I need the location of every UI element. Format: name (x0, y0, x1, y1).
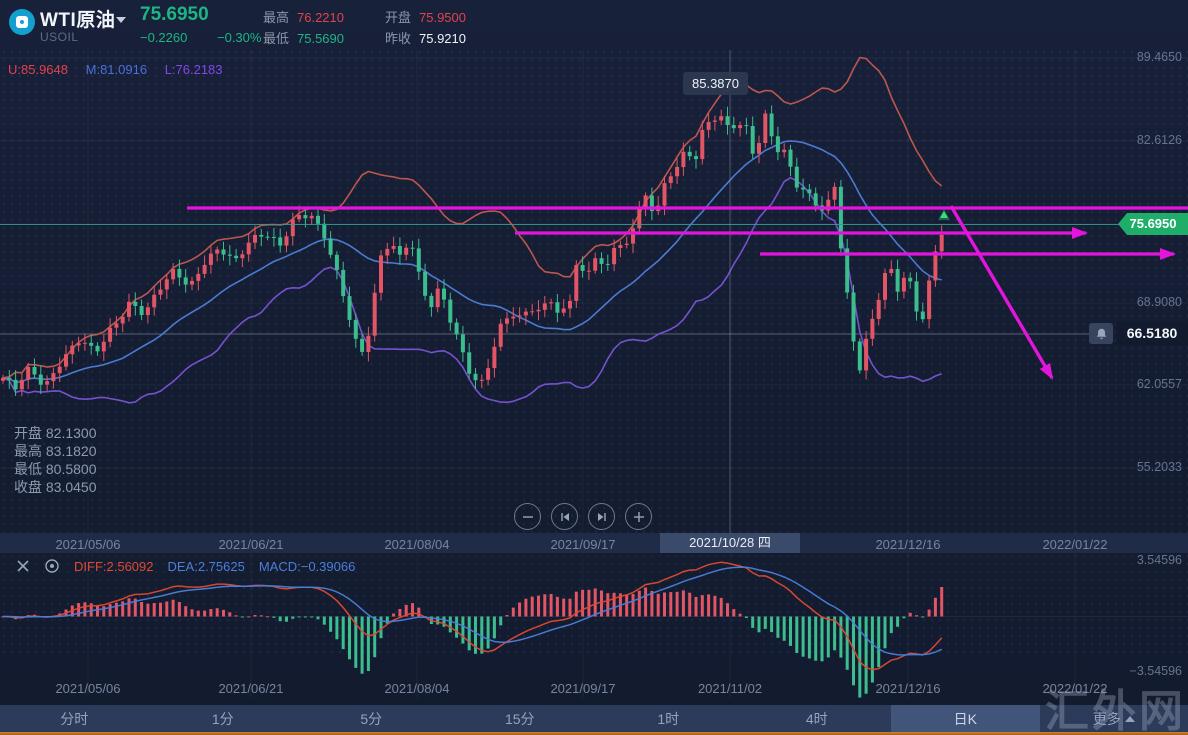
minus-icon (522, 515, 533, 518)
price-axis-label: 89.4650 (1136, 50, 1182, 64)
timeframe-tab-label: 1分 (211, 710, 234, 727)
stat-value: 75.5690 (297, 31, 344, 46)
chevron-down-icon[interactable] (116, 17, 126, 23)
crosshair-ohlc-info: 开盘 82.1300 最高 83.1820 最低 80.5800 收盘 83.0450 (14, 424, 97, 496)
date-label: 2021/11/02 (697, 681, 763, 696)
date-label: 2022/01/22 (1042, 681, 1108, 696)
timeframe-tab-4时[interactable]: 4时 (743, 705, 892, 732)
current-price-tag: 75.6950 (1118, 213, 1188, 235)
chart-nav-controls (514, 503, 652, 530)
timeframe-tab-分时[interactable]: 分时 (0, 705, 149, 732)
app-logo-icon (9, 9, 35, 35)
date-label: 2021/06/21 (218, 537, 284, 552)
timeframe-tab-label: 1时 (657, 710, 680, 727)
timeframe-tab-5分[interactable]: 5分 (297, 705, 446, 732)
boll-lower-value: L:76.2183 (164, 62, 223, 77)
triangle-up-icon (1124, 715, 1135, 722)
indicator-settings-icon[interactable] (44, 558, 60, 574)
macd-hist-value: MACD:−0.39066 (258, 558, 356, 574)
date-label: 2021/12/16 (875, 681, 941, 696)
price-axis-label: 55.2033 (1136, 460, 1182, 474)
timeframe-tab-label: 4时 (805, 710, 828, 727)
timeframe-tab-label: 5分 (360, 710, 383, 727)
quote-stats: 最高 76.2210 开盘 75.9500 最低 75.5690 昨收 75.9210 (263, 7, 507, 49)
price-axis-label: 62.0557 (1136, 377, 1182, 391)
last-price: 75.6950 (140, 4, 209, 25)
macd-dea-value: DEA:2.75625 (167, 558, 245, 574)
date-label: 2021/08/04 (384, 537, 450, 552)
ohlc-row: 最低 80.5800 (14, 461, 97, 477)
stat-label: 昨收 (385, 31, 412, 46)
peak-price-label: 85.3870 (683, 72, 748, 95)
date-label: 2021/12/16 (875, 537, 941, 552)
timeframe-tab-更多[interactable]: 更多 (1040, 705, 1188, 732)
boll-values: U:85.9648 M:81.0916 L:76.2183 (8, 62, 237, 77)
date-label: 2021/09/17 (550, 537, 616, 552)
date-label: 2021/05/06 (55, 537, 121, 552)
stat-value: 76.2210 (297, 10, 344, 25)
date-label: 2021/08/04 (384, 681, 450, 696)
timeframe-tab-15分[interactable]: 15分 (446, 705, 595, 732)
stats-row: 最高 76.2210 开盘 75.9500 (263, 7, 507, 28)
symbol-name[interactable]: WTI原油 (40, 10, 116, 31)
macd-axis-label: −3.54596 (1129, 664, 1182, 678)
close-icon[interactable] (16, 559, 30, 573)
macd-panel-header: DIFF:2.56092 DEA:2.75625 MACD:−0.39066 (16, 558, 355, 574)
plus-icon (633, 511, 644, 522)
symbol-code: USOIL (40, 30, 79, 44)
price-axis-label: 68.9080 (1136, 295, 1182, 309)
ohlc-row: 开盘 82.1300 (14, 425, 97, 441)
skip-end-icon (597, 512, 606, 521)
stat-value: 75.9210 (419, 31, 466, 46)
zoom-in-button[interactable] (625, 503, 652, 530)
date-label: 2022/01/22 (1042, 537, 1108, 552)
timeframe-tab-1分[interactable]: 1分 (149, 705, 298, 732)
price-change: −0.2260 (140, 30, 188, 45)
price-axis-label: 82.6126 (1136, 133, 1182, 147)
stat-label: 最高 (263, 10, 290, 25)
macd-axis-label: 3.54596 (1136, 553, 1182, 567)
date-label: 2021/05/06 (55, 681, 121, 696)
date-label: 2021/06/21 (218, 681, 284, 696)
bell-icon (1096, 328, 1106, 339)
zoom-out-button[interactable] (514, 503, 541, 530)
timeframe-tab-label: 日K (953, 710, 977, 727)
date-label: 2021/09/17 (550, 681, 616, 696)
timeframe-toolbar: 分时 1分 5分 15分 1时 4时 日K 更多 (0, 705, 1188, 732)
alert-price-value: 66.5180 (1116, 322, 1188, 345)
timeframe-tab-label: 15分 (504, 710, 535, 727)
stat-label: 开盘 (385, 10, 412, 25)
timeframe-tab-label: 更多 (1092, 710, 1121, 727)
alert-button[interactable] (1089, 323, 1113, 344)
ohlc-row: 收盘 83.0450 (14, 479, 97, 495)
pan-end-button[interactable] (588, 503, 615, 530)
date-axis-band (0, 533, 1188, 553)
skip-start-icon (560, 512, 569, 521)
boll-middle-value: M:81.0916 (85, 62, 148, 77)
stats-row: 最低 75.5690 昨收 75.9210 (263, 28, 507, 49)
timeframe-tab-label: 分时 (60, 710, 89, 727)
bottom-accent-bar (0, 732, 1188, 735)
stat-value: 75.9500 (419, 10, 466, 25)
ohlc-row: 最高 83.1820 (14, 443, 97, 459)
timeframe-tab-日K[interactable]: 日K (891, 705, 1040, 732)
stat-label: 最低 (263, 31, 290, 46)
price-change-pct: −0.30% (217, 30, 262, 45)
pan-start-button[interactable] (551, 503, 578, 530)
crosshair-date-label: 2021/10/28 四 (660, 533, 800, 553)
macd-diff-value: DIFF:2.56092 (74, 558, 154, 574)
boll-upper-value: U:85.9648 (8, 62, 68, 77)
timeframe-tab-1时[interactable]: 1时 (594, 705, 743, 732)
